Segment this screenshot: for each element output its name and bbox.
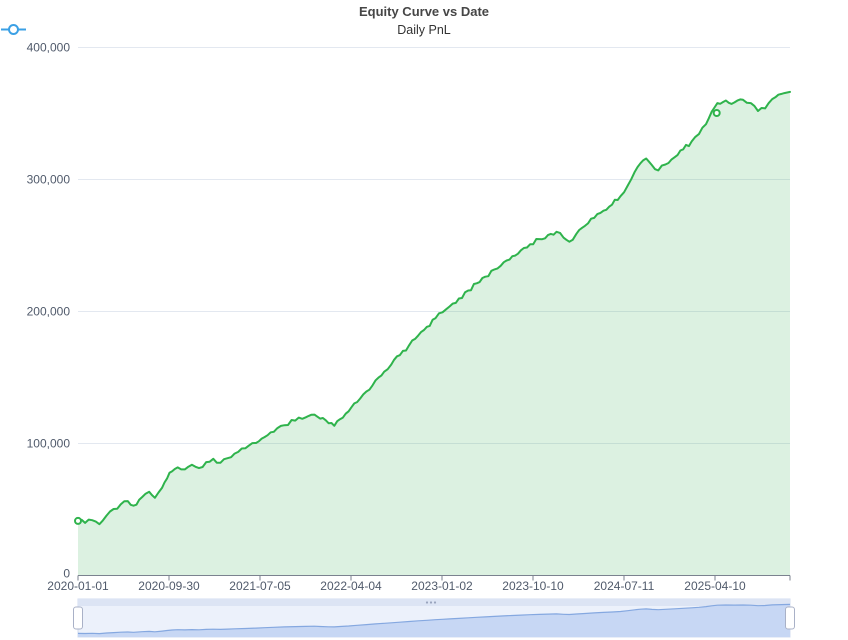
point-marker bbox=[712, 109, 721, 117]
gridlines bbox=[78, 47, 790, 444]
slider-right-handle[interactable] bbox=[785, 606, 795, 630]
series-daily-pnl[interactable] bbox=[74, 90, 791, 576]
y-tick-label: 400,000 bbox=[27, 41, 71, 55]
x-tick-label: 2024-07-11 bbox=[594, 579, 655, 593]
y-axis: 400,000 300,000 200,000 100,000 0 bbox=[27, 41, 71, 581]
slider-data-shadow-line bbox=[77, 603, 791, 635]
datazoom-slider[interactable] bbox=[73, 598, 795, 638]
legend-line-marker-icon bbox=[1, 24, 26, 35]
y-tick-label: 0 bbox=[63, 567, 70, 581]
x-tick-label: 2020-01-01 bbox=[47, 579, 109, 593]
y-tick-label: 100,000 bbox=[27, 437, 71, 451]
slider-left-handle[interactable] bbox=[73, 606, 83, 630]
legend-label: Daily PnL bbox=[397, 23, 451, 37]
x-tick-label: 2021-07-05 bbox=[229, 579, 291, 593]
slider-move-handle-dots-icon bbox=[425, 601, 437, 604]
y-tick-label: 200,000 bbox=[27, 305, 71, 319]
point-marker bbox=[74, 516, 82, 525]
x-tick-label: 2025-04-10 bbox=[684, 579, 746, 593]
equity-line bbox=[77, 90, 791, 526]
x-axis-ticks bbox=[77, 575, 791, 581]
x-tick-label: 2023-01-02 bbox=[411, 579, 473, 593]
legend-item-daily-pnl[interactable]: Daily PnL bbox=[0, 23, 848, 37]
chart-title: Equity Curve vs Date bbox=[358, 4, 490, 19]
x-tick-label: 2023-10-10 bbox=[502, 579, 564, 593]
x-tick-label: 2020-09-30 bbox=[138, 579, 200, 593]
y-tick-label: 300,000 bbox=[27, 173, 71, 187]
equity-area-fill bbox=[78, 91, 790, 576]
x-tick-label: 2022-04-04 bbox=[320, 579, 382, 593]
x-axis: 2020-01-01 2020-09-30 2021-07-05 2022-04… bbox=[47, 575, 791, 593]
data-point-markers bbox=[74, 109, 721, 525]
